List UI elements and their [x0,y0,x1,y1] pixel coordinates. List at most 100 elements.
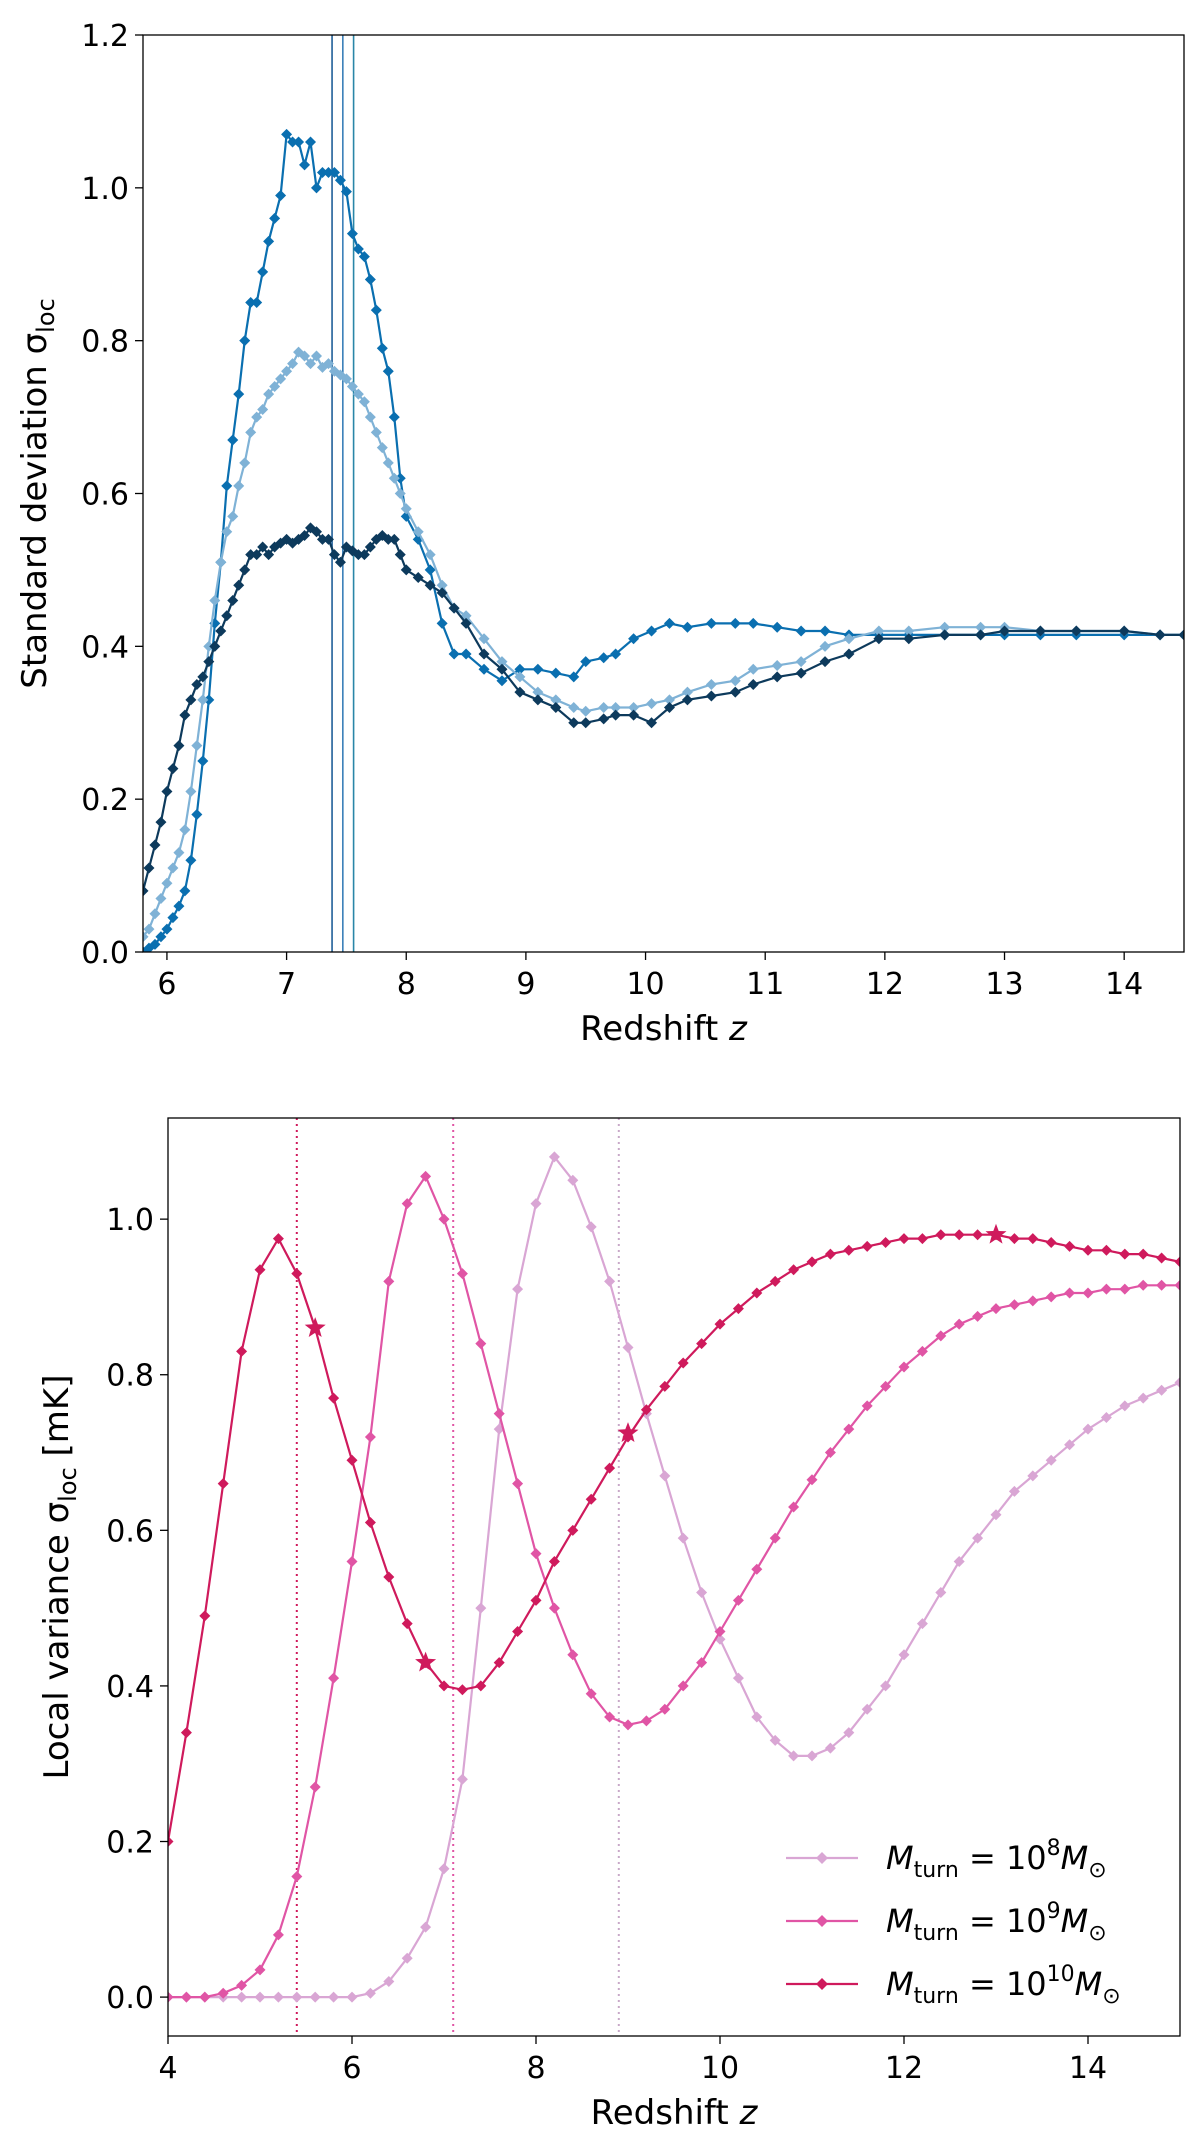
data-point [916,1618,928,1630]
y-tick-label: 0.4 [81,630,129,665]
data-point [254,1991,266,2003]
data-point [610,709,622,721]
data-point [334,174,346,186]
data-point [460,617,472,629]
data-point [299,159,311,171]
data-point [751,1563,763,1575]
x-tick-label: 14 [1105,967,1143,1002]
data-point [729,686,741,698]
data-point [438,1863,450,1875]
data-point [1070,625,1082,637]
top-chart: 6 7 8 9 10 11 12 13 14 0.0 0.2 0.4 0.6 0.8 1.0 1.2 Reds… [15,19,1185,1049]
data-point [293,136,305,148]
data-point [352,243,364,255]
data-point [143,931,149,943]
data-point [1082,1287,1094,1299]
data-point [364,541,376,553]
data-point [311,526,322,538]
data-point [1064,1240,1076,1252]
data-point [388,472,400,484]
data-point [475,1338,487,1350]
data-point [898,1361,910,1373]
x-tick-label: 11 [746,967,784,1002]
data-point [1137,1248,1149,1260]
data-point [478,633,490,645]
legend-marker [816,1915,828,1927]
y-tick-label: 1.0 [106,1203,154,1238]
data-point [400,564,412,576]
data-point [167,763,179,775]
data-point [598,701,610,713]
data-point [622,1719,634,1731]
x-tick-label: 10 [701,2051,739,2086]
y-tick-label: 1.0 [81,172,129,207]
data-point [155,816,167,828]
data-point [788,1264,800,1276]
data-point [233,388,245,400]
data-point [1174,1279,1180,1291]
data-point [155,931,167,943]
data-point [155,893,167,905]
data-point [953,1229,965,1241]
y-tick-label: 0.8 [106,1359,154,1394]
data-point [291,1268,303,1280]
data-point [567,1174,579,1186]
data-point [496,663,508,675]
data-point [340,373,352,385]
data-point [281,365,293,377]
top-y-axis-label: Standard deviation σloc [15,298,60,688]
data-point [383,1571,395,1583]
data-point [568,701,580,713]
data-point [550,701,562,713]
data-point [364,411,376,423]
data-point [227,510,239,522]
legend-label: Mturn = 109M⊙ [886,1899,1107,1946]
data-point [322,533,334,545]
data-point [257,403,269,415]
data-point [263,549,275,561]
star-marker [985,1223,1007,1244]
data-point [316,533,328,545]
data-point [898,1649,910,1661]
data-point [221,526,233,538]
data-point [935,1229,947,1241]
data-point [861,1703,873,1715]
data-point [567,1649,579,1661]
data-point [530,1594,542,1606]
data-point [935,1330,947,1342]
data-point [299,530,311,542]
data-point [530,1548,542,1560]
data-point [585,1221,597,1233]
data-point [424,549,436,561]
data-point [291,1991,303,2003]
bottom-y-axis-label: Local variance σloc [mK] [37,1375,82,1780]
data-point [585,1493,597,1505]
data-point [1119,1283,1131,1295]
data-point [370,304,382,316]
data-point [456,1268,468,1280]
data-point [496,675,508,687]
data-point [167,862,179,874]
data-point [640,1715,652,1727]
data-point [460,648,472,660]
data-point [383,1275,395,1287]
data-point [209,594,221,606]
data-point [251,296,263,308]
y-tick-label: 0.8 [81,325,129,360]
x-tick-label: 8 [526,2051,545,2086]
data-point [598,713,610,725]
data-point [659,1703,671,1715]
data-point [143,942,155,952]
data-point [1100,1244,1112,1256]
data-point [475,1602,487,1614]
data-point [305,358,317,370]
top-plot-frame [142,34,1185,953]
data-point [316,167,328,179]
y-tick-label: 1.2 [81,19,129,54]
data-point [663,701,675,713]
data-point [975,621,987,633]
data-point [364,274,376,286]
data-point [1137,1392,1149,1404]
data-point [532,686,544,698]
data-point [1154,629,1166,641]
